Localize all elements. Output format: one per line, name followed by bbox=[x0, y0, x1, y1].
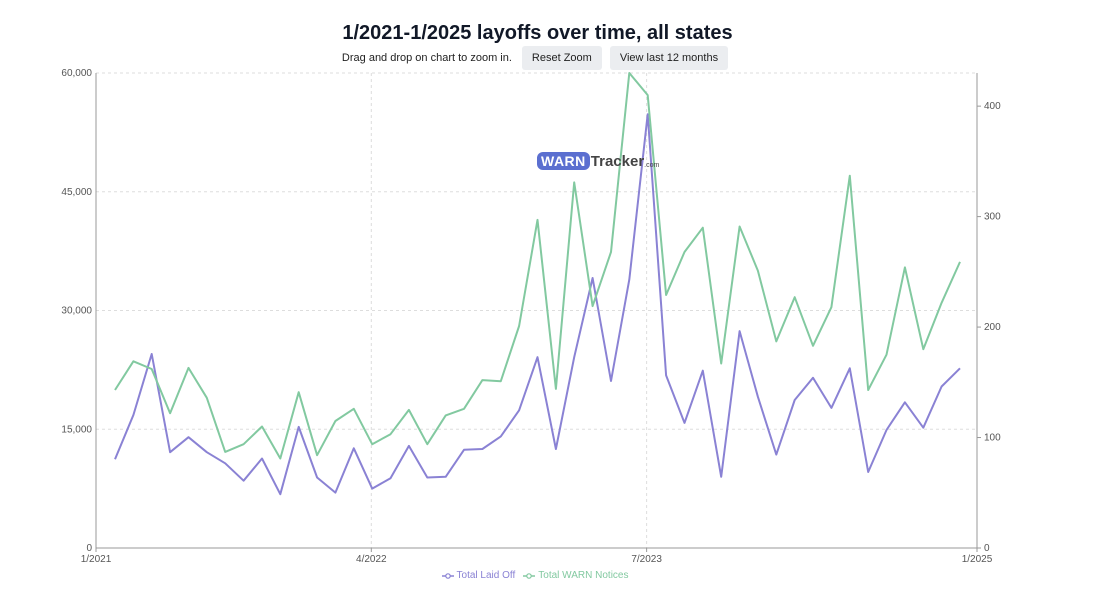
legend-label-laid-off: Total Laid Off bbox=[456, 570, 516, 581]
axes: 0 15,000 30,000 45,000 60,000 0 100 200 300 400 1/… bbox=[61, 68, 1001, 565]
logo-suffix: .com bbox=[644, 161, 660, 169]
y-right-tick-label: 100 bbox=[984, 433, 1001, 444]
legend-swatch-warn-notices bbox=[523, 572, 536, 579]
x-tick-label: 7/2023 bbox=[631, 554, 662, 565]
legend-label-warn-notices: Total WARN Notices bbox=[538, 570, 629, 581]
series bbox=[114, 72, 961, 496]
chart-title: 1/2021-1/2025 layoffs over time, all sta… bbox=[342, 22, 733, 44]
warntracker-logo: WARN Tracker .com bbox=[537, 152, 659, 170]
y-left-tick-label: 15,000 bbox=[61, 424, 92, 435]
logo-brand: WARN bbox=[537, 152, 590, 170]
chart-legend: Total Laid Off Total WARN Notices bbox=[0, 570, 1070, 581]
series-total-warn-notices bbox=[114, 72, 961, 460]
y-left-tick-label: 30,000 bbox=[61, 306, 92, 317]
logo-text: Tracker bbox=[590, 152, 645, 170]
legend-item-laid-off[interactable]: Total Laid Off bbox=[441, 570, 516, 581]
y-right-tick-label: 0 bbox=[984, 543, 990, 554]
reset-zoom-button[interactable]: Reset Zoom bbox=[521, 46, 602, 70]
y-right-tick-label: 400 bbox=[984, 101, 1001, 112]
y-left-tick-label: 60,000 bbox=[61, 68, 92, 79]
y-right-tick-label: 200 bbox=[984, 322, 1001, 333]
y-right-tick-label: 300 bbox=[984, 212, 1001, 223]
series-total-laid-off bbox=[114, 113, 961, 496]
x-tick-label: 1/2021 bbox=[81, 554, 112, 565]
y-left-tick-label: 0 bbox=[86, 543, 92, 554]
view-last-12-months-button[interactable]: View last 12 months bbox=[609, 46, 729, 70]
x-tick-label: 4/2022 bbox=[356, 554, 387, 565]
legend-item-warn-notices[interactable]: Total WARN Notices bbox=[523, 570, 628, 581]
legend-swatch-laid-off bbox=[441, 572, 454, 579]
y-left-tick-label: 45,000 bbox=[61, 187, 92, 198]
zoom-hint: Drag and drop on chart to zoom in. bbox=[341, 52, 512, 64]
grid bbox=[96, 72, 977, 548]
chart-controls: Drag and drop on chart to zoom in. Reset… bbox=[0, 46, 1070, 70]
x-tick-label: 1/2025 bbox=[962, 554, 993, 565]
